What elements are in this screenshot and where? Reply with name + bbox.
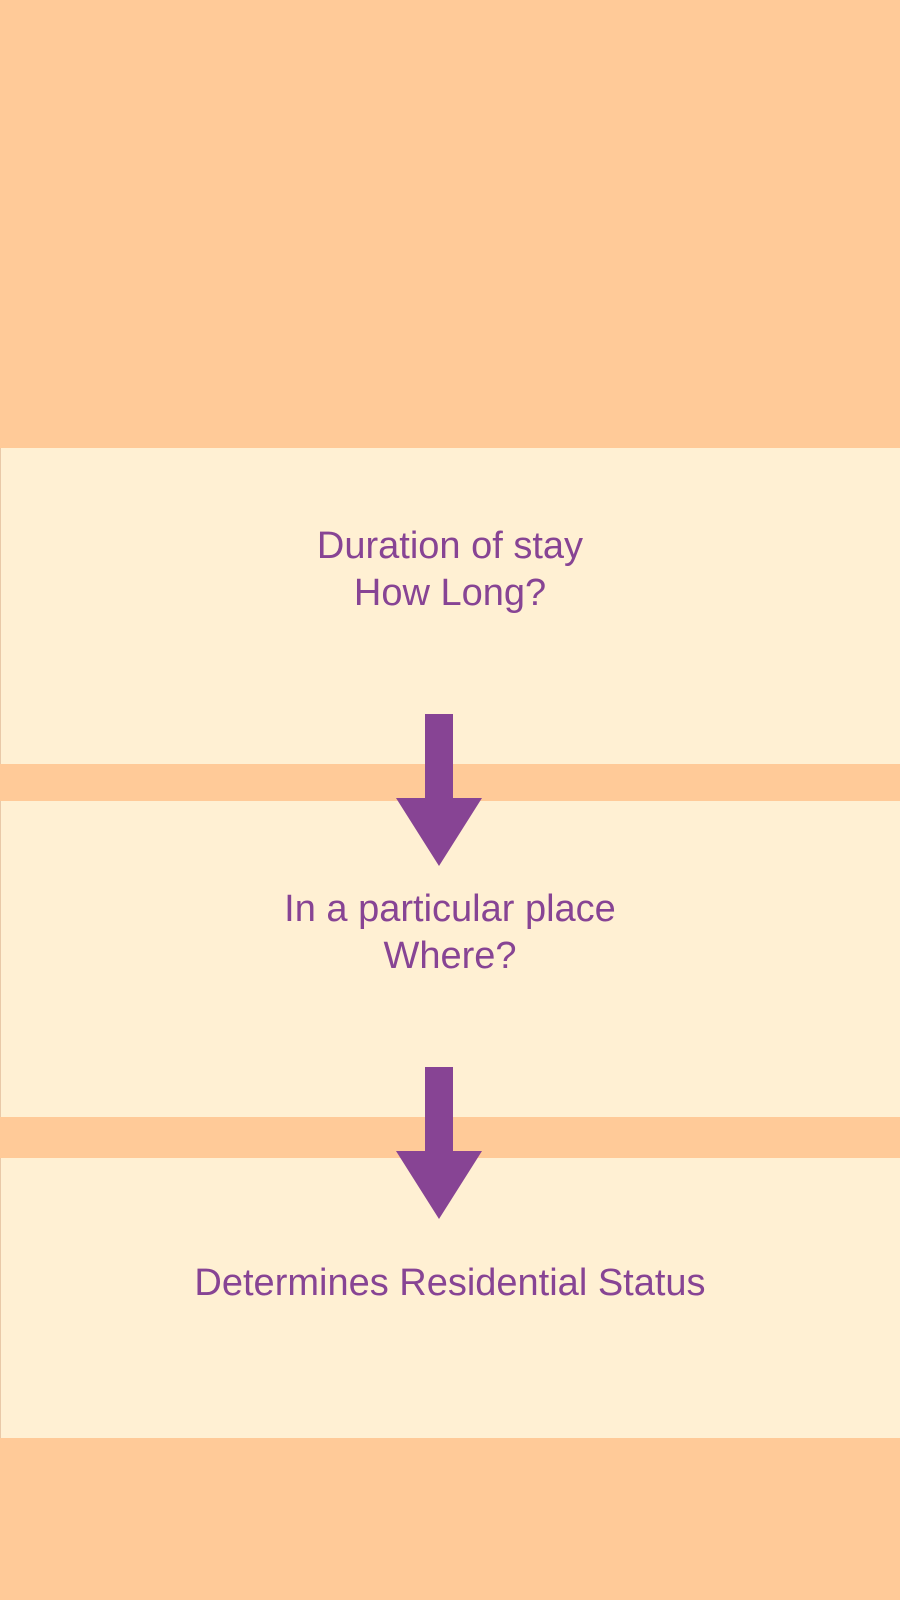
step-question: Where? <box>383 935 517 977</box>
arrow-down-icon <box>396 714 482 866</box>
step-title: Determines Residential Status <box>194 1262 706 1304</box>
step-question: How Long? <box>353 572 547 614</box>
step-label-status: Determines Residential Status <box>0 1260 900 1307</box>
step-panel-status <box>0 1158 900 1438</box>
step-label-place: In a particular place Where? <box>0 886 900 980</box>
step-title: In a particular place <box>284 888 616 930</box>
step-label-duration: Duration of stay How Long? <box>0 523 900 617</box>
step-title: Duration of stay <box>316 525 584 567</box>
arrow-down-icon <box>396 1067 482 1219</box>
step-panel-place <box>0 801 900 1117</box>
step-panel-duration <box>0 448 900 764</box>
